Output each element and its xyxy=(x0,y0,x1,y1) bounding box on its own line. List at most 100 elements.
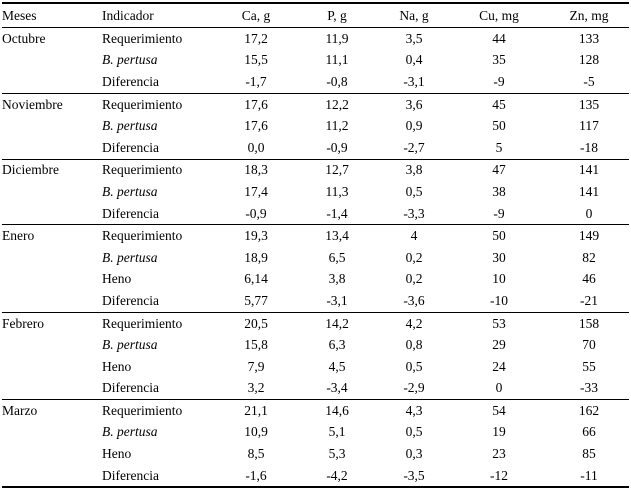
indicator-cell: B. pertusa xyxy=(102,249,158,265)
month-cell xyxy=(2,137,102,159)
indicator-cell: Requerimiento xyxy=(102,311,217,335)
table-row: Diferencia 3,2 -3,4 -2,9 0 -33 xyxy=(2,378,629,400)
value-cell: 53 xyxy=(449,311,549,335)
value-cell: 0,0 xyxy=(247,139,265,155)
value-cell: 30 xyxy=(492,249,506,265)
table-row: Enero Requerimiento 19,3 13,4 4 50 149 xyxy=(2,224,629,247)
value-cell: 29 xyxy=(492,337,506,353)
month-cell xyxy=(2,290,102,312)
month-cell xyxy=(2,422,102,444)
value-cell: 3,6 xyxy=(379,92,449,116)
month-group: Marzo Requerimiento 21,1 14,6 4,3 54 162 B. per… xyxy=(2,399,629,488)
value-cell: 3,2 xyxy=(247,380,265,396)
table-row: Noviembre Requerimiento 17,6 12,2 3,6 45 135 xyxy=(2,92,629,116)
value-cell: 11,1 xyxy=(325,52,349,68)
value-cell: -4,2 xyxy=(326,467,348,483)
indicator-cell: Requerimiento xyxy=(102,30,183,46)
col-header-ca: Ca, g xyxy=(217,3,295,28)
table-row: Heno 7,9 4,5 0,5 24 55 xyxy=(2,356,629,378)
value-cell: 0,8 xyxy=(405,337,423,353)
indicator-cell: Diferencia xyxy=(102,205,159,221)
value-cell: 5,3 xyxy=(328,446,346,462)
value-cell: 15,8 xyxy=(244,337,268,353)
month-cell xyxy=(2,465,102,488)
month-group: Noviembre Requerimiento 17,6 12,2 3,6 45 135 B.… xyxy=(2,92,629,159)
value-cell: 45 xyxy=(449,92,549,116)
month-cell xyxy=(2,269,102,291)
value-cell: 0,5 xyxy=(405,358,423,374)
table-row: Diferencia 0,0 -0,9 -2,7 5 -18 xyxy=(2,137,629,159)
value-cell: -2,9 xyxy=(403,380,425,396)
value-cell: 12,7 xyxy=(295,158,379,182)
value-cell: 0,2 xyxy=(405,249,423,265)
value-cell: -2,7 xyxy=(403,139,425,155)
indicator-cell: B. pertusa xyxy=(102,52,158,68)
value-cell: 21,1 xyxy=(217,399,295,422)
value-cell: 6,14 xyxy=(244,271,268,287)
value-cell: 35 xyxy=(492,52,506,68)
value-cell: 0 xyxy=(495,380,503,396)
col-header-zn: Zn, mg xyxy=(549,3,629,28)
value-cell: 0 xyxy=(585,205,593,221)
value-cell: 0,3 xyxy=(405,446,423,462)
table-row: Diferencia 5,77 -3,1 -3,6 -10 -21 xyxy=(2,290,629,312)
value-cell: 17,2 xyxy=(244,30,268,46)
value-cell: 5,77 xyxy=(244,292,268,308)
month-cell xyxy=(2,203,102,225)
value-cell: 3,8 xyxy=(328,271,346,287)
table-row: B. pertusa 17,6 11,2 0,9 50 117 xyxy=(2,115,629,137)
indicator-cell: Heno xyxy=(102,271,132,287)
indicator-cell: B. pertusa xyxy=(102,183,158,199)
value-cell: -3,4 xyxy=(326,380,348,396)
month-cell xyxy=(2,334,102,356)
month-cell xyxy=(2,247,102,269)
month-cell xyxy=(2,71,102,93)
month-cell: Octubre xyxy=(2,30,46,46)
value-cell: 6,3 xyxy=(328,337,346,353)
table-row: B. pertusa 17,4 11,3 0,5 38 141 xyxy=(2,181,629,203)
value-cell: 135 xyxy=(549,92,629,116)
value-cell: 10 xyxy=(492,271,506,287)
value-cell: 14,2 xyxy=(295,311,379,335)
value-cell: 11,2 xyxy=(325,118,349,134)
month-cell xyxy=(2,50,102,72)
value-cell: -11 xyxy=(580,467,598,483)
value-cell: 3,8 xyxy=(379,158,449,182)
month-cell xyxy=(2,378,102,400)
indicator-cell: Diferencia xyxy=(102,380,159,396)
value-cell: -18 xyxy=(580,139,598,155)
indicator-cell: Diferencia xyxy=(102,467,159,483)
value-cell: -9 xyxy=(493,73,505,89)
value-cell: -0,8 xyxy=(326,73,348,89)
month-group: Diciembre Requerimiento 18,3 12,7 3,8 47 141 B.… xyxy=(2,158,629,225)
value-cell: 4,2 xyxy=(379,311,449,335)
value-cell: 50 xyxy=(492,118,506,134)
value-cell: 19 xyxy=(492,424,506,440)
month-cell xyxy=(2,181,102,203)
value-cell: 38 xyxy=(492,183,506,199)
col-header-na: Na, g xyxy=(379,3,449,28)
indicator-cell: Requerimiento xyxy=(102,158,217,182)
col-header-indicador: Indicador xyxy=(102,3,217,28)
col-header-p: P, g xyxy=(295,3,379,28)
value-cell: 18,9 xyxy=(244,249,268,265)
value-cell: -0,9 xyxy=(245,205,267,221)
table-row: Diciembre Requerimiento 18,3 12,7 3,8 47 141 xyxy=(2,158,629,182)
value-cell: -0,9 xyxy=(326,139,348,155)
month-group: Octubre Requerimiento 17,2 11,9 3,5 44 133 B. p… xyxy=(2,28,629,94)
value-cell: 15,5 xyxy=(244,52,268,68)
value-cell: 0,5 xyxy=(405,424,423,440)
value-cell: 17,6 xyxy=(244,118,268,134)
value-cell: 5 xyxy=(495,139,503,155)
value-cell: -1,7 xyxy=(245,73,267,89)
indicator-cell: Heno xyxy=(102,446,132,462)
table-row: Febrero Requerimiento 20,5 14,2 4,2 53 158 xyxy=(2,311,629,335)
table-row: Marzo Requerimiento 21,1 14,6 4,3 54 162 xyxy=(2,399,629,422)
value-cell: 4,5 xyxy=(328,358,346,374)
value-cell: 17,6 xyxy=(217,92,295,116)
value-cell: 0,2 xyxy=(405,271,423,287)
value-cell: 24 xyxy=(492,358,506,374)
value-cell: 23 xyxy=(492,446,506,462)
